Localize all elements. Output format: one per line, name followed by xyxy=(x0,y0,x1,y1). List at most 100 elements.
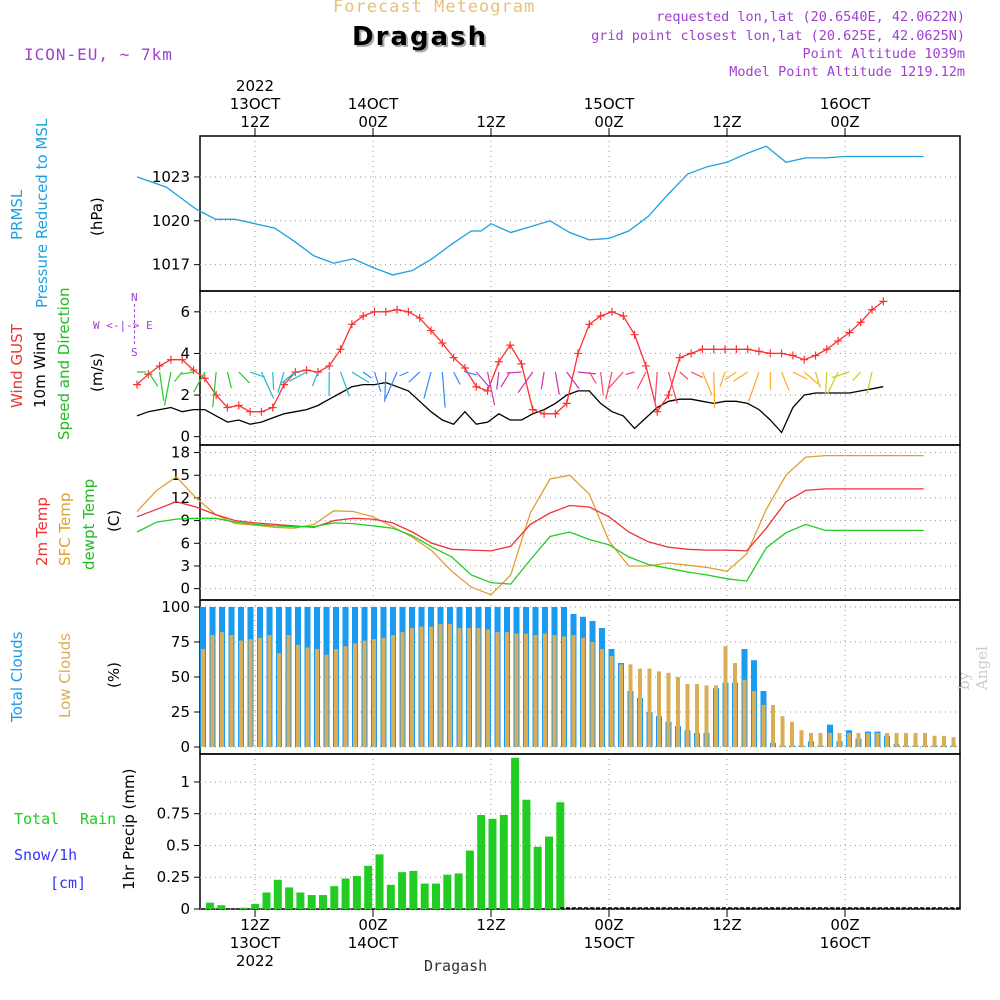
gust-marker xyxy=(155,361,164,370)
rain-bar xyxy=(386,884,395,909)
gust-marker xyxy=(460,364,469,372)
requested-coords: requested lon,lat (20.6540E, 42.0622N) xyxy=(656,9,965,25)
wind-arrow xyxy=(249,371,266,378)
wind10m-label: 10m Wind xyxy=(31,331,49,408)
low-cloud-bar xyxy=(286,635,291,747)
low-cloud-bar xyxy=(372,639,376,747)
rain-bar xyxy=(206,902,214,909)
wind-arrow xyxy=(577,371,597,375)
low-cloud-bar xyxy=(951,737,956,747)
low-cloud-bar xyxy=(248,639,253,747)
wind-arrow xyxy=(212,371,217,408)
wind-arrow xyxy=(713,371,716,408)
point-altitude: Point Altitude 1039m xyxy=(802,46,965,62)
low-cloud-bar xyxy=(267,635,272,747)
low-cloud-bar xyxy=(913,733,918,747)
footer-location: Dragash xyxy=(424,957,488,975)
rain-bar xyxy=(296,892,305,909)
rain-bar xyxy=(330,886,339,909)
gust-marker xyxy=(336,345,345,354)
gust-marker xyxy=(811,351,820,360)
rain-bar xyxy=(217,905,226,909)
gust-marker xyxy=(483,386,492,395)
snow-label: Snow/1h xyxy=(14,846,78,864)
rain-bar xyxy=(352,875,361,909)
gust-marker xyxy=(325,361,334,370)
wind-arrow xyxy=(554,371,560,395)
y-tick-label: 0 xyxy=(180,900,190,918)
rain-bar xyxy=(522,799,531,909)
rain-bar xyxy=(398,872,407,909)
y-tick-label: 2 xyxy=(180,386,190,404)
wind-arrow xyxy=(281,371,296,384)
rain-bar xyxy=(499,814,508,909)
gust-marker xyxy=(687,349,696,358)
low-cloud-bar xyxy=(590,642,595,747)
wind-arrow xyxy=(540,371,545,390)
gust-marker xyxy=(178,355,187,364)
wind-arrow xyxy=(566,371,580,390)
gust-marker xyxy=(664,391,673,400)
low-cloud-bar xyxy=(742,679,747,747)
wind-arrow xyxy=(506,371,522,374)
wind-arrow xyxy=(277,371,285,393)
wind-arrow xyxy=(831,371,850,379)
low-cloud-bar xyxy=(448,623,452,747)
y-tick-label: 9 xyxy=(180,512,190,530)
gust-marker xyxy=(280,380,289,389)
wind-arrow xyxy=(814,371,821,388)
model-altitude: Model Point Altitude 1219.12m xyxy=(729,64,965,80)
wind-arrow xyxy=(226,371,232,389)
low-cloud-bar xyxy=(543,633,547,747)
gust-marker xyxy=(630,330,639,339)
total-clouds-label: Total Clouds xyxy=(8,631,26,722)
hpa-label: (hPa) xyxy=(88,197,106,236)
panel-frame xyxy=(199,135,961,292)
y-tick-label: 0 xyxy=(180,580,190,598)
wind-arrow xyxy=(803,371,822,387)
low-cloud-bar xyxy=(229,635,234,747)
low-cloud-bar xyxy=(666,672,671,747)
y-tick-label: 6 xyxy=(180,534,190,552)
low-cloud-bar xyxy=(552,635,557,747)
gust-marker xyxy=(754,347,763,356)
low-cloud-bar xyxy=(419,626,424,747)
top-time-label: 2022 xyxy=(236,77,274,95)
y-tick-label: 0.5 xyxy=(166,836,190,854)
gust-marker xyxy=(506,341,515,350)
compass-we: W <-|-> E xyxy=(93,319,153,332)
total-label: Total xyxy=(14,810,60,828)
wind-arrow xyxy=(238,371,250,384)
y-tick-label: 1 xyxy=(180,773,190,791)
bottom-time-label: 12Z xyxy=(712,916,741,934)
low-cloud-bar xyxy=(628,664,633,747)
low-cloud-bar xyxy=(676,677,680,747)
top-time-label: 13OCT xyxy=(230,95,281,113)
grid-point-coords: grid point closest lon,lat (20.625E, 42.… xyxy=(591,28,965,44)
y-tick-label: 0 xyxy=(180,428,190,446)
wind-arrow xyxy=(260,371,275,399)
gust-marker xyxy=(427,326,436,335)
gust-marker xyxy=(562,399,571,408)
gust-marker xyxy=(551,409,560,418)
pct-label: (%) xyxy=(105,662,123,688)
rain-bar xyxy=(341,878,350,909)
wind-arrow xyxy=(441,371,446,408)
top-time-label: 15OCT xyxy=(584,95,635,113)
gust-marker xyxy=(540,409,549,418)
low-cloud-bar xyxy=(210,635,215,747)
gust-marker xyxy=(234,401,243,410)
gust-marker xyxy=(709,345,718,354)
panel-frame xyxy=(199,753,961,910)
compass-n: N xyxy=(131,291,138,304)
gust-marker xyxy=(517,359,526,368)
wind-arrow xyxy=(475,371,490,388)
rain-bar xyxy=(262,892,271,909)
gust-marker xyxy=(743,345,752,354)
gust-marker xyxy=(494,357,503,366)
gust-marker xyxy=(675,353,684,362)
wind-arrow xyxy=(679,371,689,380)
y-tick-label: 100 xyxy=(161,598,190,616)
low-cloud-bar xyxy=(562,636,566,747)
